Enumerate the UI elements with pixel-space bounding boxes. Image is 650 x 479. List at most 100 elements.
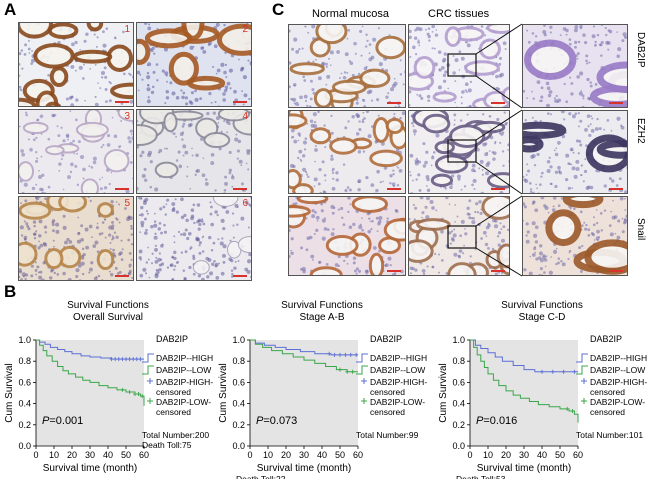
legend-label: DAB2IP--HIGH — [156, 353, 213, 363]
chart-title: Survival Functions — [501, 300, 583, 311]
ihc-tile-r1-c3 — [522, 24, 628, 108]
legend-censor-swatch — [147, 378, 153, 384]
panel-label-c: C — [272, 0, 284, 20]
scale-bar — [233, 188, 247, 190]
row-label-ezh2: EZH2 — [635, 118, 646, 144]
y-tick-label: 0.8 — [232, 356, 245, 366]
tile-number: 2 — [242, 24, 248, 35]
scale-bar — [491, 102, 505, 104]
legend-censor-swatch — [361, 378, 367, 384]
y-axis-label: Cum Survival — [4, 363, 15, 422]
x-tick-label: 50 — [121, 450, 131, 460]
x-tick-label: 40 — [317, 450, 327, 460]
ihc-tile-1: 1 — [18, 22, 134, 107]
chart-subtitle: Overall Survival — [73, 312, 143, 323]
x-tick-label: 40 — [537, 450, 547, 460]
y-tick-label: 0.0 — [232, 441, 245, 451]
ihc-tile-3: 3 — [18, 109, 134, 194]
y-tick-label: 0.8 — [452, 356, 465, 366]
ihc-tile-r3-c3 — [522, 196, 628, 276]
legend-title: DAB2IP — [370, 334, 402, 344]
legend-censor-swatch — [147, 398, 153, 404]
p-value: P=0.016 — [476, 415, 517, 427]
ihc-tile-r1-c1 — [288, 24, 406, 108]
x-tick-label: 20 — [281, 450, 291, 460]
y-tick-label: 1.0 — [452, 335, 465, 345]
column-header-normal-mucosa: Normal mucosa — [312, 8, 389, 20]
x-tick-label: 0 — [247, 450, 252, 460]
total-number: Total Number:200 — [142, 430, 209, 440]
x-tick-label: 60 — [139, 450, 149, 460]
scale-bar — [233, 275, 247, 277]
total-number: Total Number:101 — [576, 430, 643, 440]
tile-number: 4 — [242, 111, 248, 122]
tile-number: 1 — [124, 24, 130, 35]
legend-censor-swatch — [361, 398, 367, 404]
x-tick-label: 20 — [67, 450, 77, 460]
y-tick-label: 1.0 — [18, 335, 31, 345]
scale-bar — [233, 101, 247, 103]
y-tick-label: 0.6 — [232, 377, 245, 387]
scale-bar — [115, 188, 129, 190]
legend-censor-swatch — [581, 378, 587, 384]
scale-bar — [609, 188, 623, 190]
plot-area — [250, 340, 358, 446]
x-axis-label: Survival time (month) — [43, 463, 137, 474]
chart-title: Survival Functions — [67, 300, 149, 311]
scale-bar — [387, 102, 401, 104]
y-tick-label: 0.8 — [18, 356, 31, 366]
x-tick-label: 30 — [299, 450, 309, 460]
scale-bar — [387, 188, 401, 190]
x-tick-label: 0 — [33, 450, 38, 460]
x-tick-label: 60 — [573, 450, 583, 460]
y-tick-label: 0.2 — [18, 420, 31, 430]
p-value: P=0.073 — [256, 415, 297, 427]
scale-bar — [609, 102, 623, 104]
legend-label: DAB2IP--LOW — [590, 365, 645, 375]
y-tick-label: 0.0 — [452, 441, 465, 451]
legend-title: DAB2IP — [156, 334, 188, 344]
x-tick-label: 60 — [353, 450, 363, 460]
column-header-crc-tissues: CRC tissues — [428, 8, 489, 20]
y-tick-label: 0.2 — [452, 420, 465, 430]
scale-bar — [387, 270, 401, 272]
x-tick-label: 10 — [483, 450, 493, 460]
ihc-tile-r1-c2 — [408, 24, 510, 108]
legend-title: DAB2IP — [590, 334, 622, 344]
legend-label: DAB2IP-LOW-censored — [156, 397, 211, 417]
chart-title: Survival Functions — [281, 300, 363, 311]
y-tick-label: 0.4 — [452, 399, 465, 409]
legend-label: DAB2IP-LOW-censored — [590, 397, 645, 417]
legend-label: DAB2IP-HIGH-censored — [156, 377, 213, 397]
ihc-tile-r2-c3 — [522, 110, 628, 194]
y-tick-label: 1.0 — [232, 335, 245, 345]
death-toll: Death Toll:22 — [236, 474, 286, 479]
legend-label: DAB2IP--HIGH — [370, 353, 427, 363]
ihc-tile-6: 6 — [136, 196, 252, 281]
y-axis-label: Cum Survival — [438, 363, 449, 422]
x-tick-label: 10 — [49, 450, 59, 460]
death-toll: Death Toll:75 — [142, 440, 192, 450]
p-value: P=0.001 — [42, 415, 83, 427]
row-label-dab2ip: DAB2IP — [635, 32, 646, 68]
x-tick-label: 0 — [467, 450, 472, 460]
x-tick-label: 20 — [501, 450, 511, 460]
scale-bar — [491, 270, 505, 272]
legend-label: DAB2IP--LOW — [370, 365, 425, 375]
tile-number: 3 — [124, 111, 130, 122]
scale-bar — [609, 270, 623, 272]
chart-subtitle: Stage C-D — [519, 312, 566, 323]
total-number: Total Number:99 — [356, 430, 419, 440]
panel-label-a: A — [4, 0, 16, 20]
x-tick-label: 50 — [555, 450, 565, 460]
tile-number: 6 — [242, 198, 248, 209]
y-axis-label: Cum Survival — [218, 363, 229, 422]
tile-number: 5 — [124, 198, 130, 209]
y-tick-label: 0.6 — [18, 377, 31, 387]
death-toll: Death Toll:53 — [456, 474, 506, 479]
ihc-tile-2: 2 — [136, 22, 252, 107]
ihc-tile-r3-c1 — [288, 196, 406, 276]
x-axis-label: Survival time (month) — [257, 463, 351, 474]
